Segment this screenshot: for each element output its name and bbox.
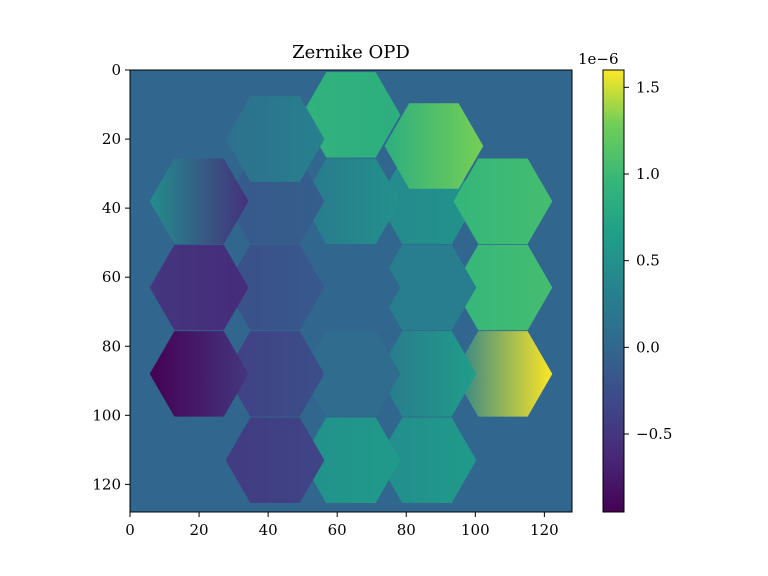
mirror-segment-1 (301, 72, 401, 158)
colorbar-tick-label: 1.5 (636, 78, 660, 96)
mirror-segment-16 (225, 417, 325, 503)
y-tick-label: 120 (92, 475, 121, 493)
x-tick-label: 120 (530, 521, 559, 539)
y-tick-label: 60 (102, 268, 121, 286)
mirror-segment-6 (377, 244, 477, 331)
mirror-segment-17 (149, 158, 249, 244)
y-tick-label: 80 (102, 337, 121, 355)
colorbar-tick-label: 0.5 (636, 252, 660, 270)
mirror-segment-7 (377, 331, 477, 417)
mirror-segment-21 (384, 103, 484, 189)
x-tick-label: 80 (397, 521, 416, 539)
mirror-segment-10 (301, 244, 401, 331)
mirror-segment-9 (301, 158, 401, 244)
y-axis-ticks: 0 20 40 60 80 100 120 (92, 61, 130, 493)
mirror-segment-8 (377, 417, 477, 503)
plot-frame (129, 69, 573, 513)
mirror-segment-12 (301, 417, 401, 503)
mirror-segment-18 (149, 244, 249, 331)
mirror-segment-19 (149, 331, 249, 417)
y-tick-label: 100 (92, 406, 121, 424)
x-tick-label: 0 (125, 521, 135, 539)
colorbar-ticks: −0.5 0.0 0.5 1.0 1.5 (624, 78, 672, 443)
mirror-segments (149, 72, 553, 503)
mirror-segment-11 (301, 331, 401, 417)
mirror-segment-5 (453, 331, 553, 417)
colorbar-tick-label: 0.0 (636, 338, 660, 356)
chart-title: Zernike OPD (292, 42, 410, 63)
mirror-segment-4 (453, 244, 553, 331)
heatmap-plot-area (130, 70, 572, 512)
y-tick-label: 40 (102, 199, 121, 217)
colorbar-offset-label: 1e−6 (578, 50, 619, 68)
mirror-segment-15 (225, 331, 325, 417)
colorbar-gradient (602, 69, 625, 513)
x-tick-label: 20 (190, 521, 209, 539)
y-tick-label: 20 (102, 130, 121, 148)
y-tick-label: 0 (111, 61, 121, 79)
x-tick-label: 60 (328, 521, 347, 539)
x-axis-ticks: 0 20 40 60 80 100 120 (125, 512, 559, 539)
colorbar-tick-label: 1.0 (636, 165, 660, 183)
x-tick-label: 100 (461, 521, 490, 539)
mirror-segment-20 (225, 96, 325, 182)
mirror-segment-3 (453, 158, 553, 244)
x-tick-label: 40 (259, 521, 278, 539)
mirror-segment-14 (225, 244, 325, 331)
colorbar-tick-label: −0.5 (636, 425, 672, 443)
colorbar: 1e−6 −0.5 0.0 0.5 1.0 1.5 (578, 50, 672, 513)
